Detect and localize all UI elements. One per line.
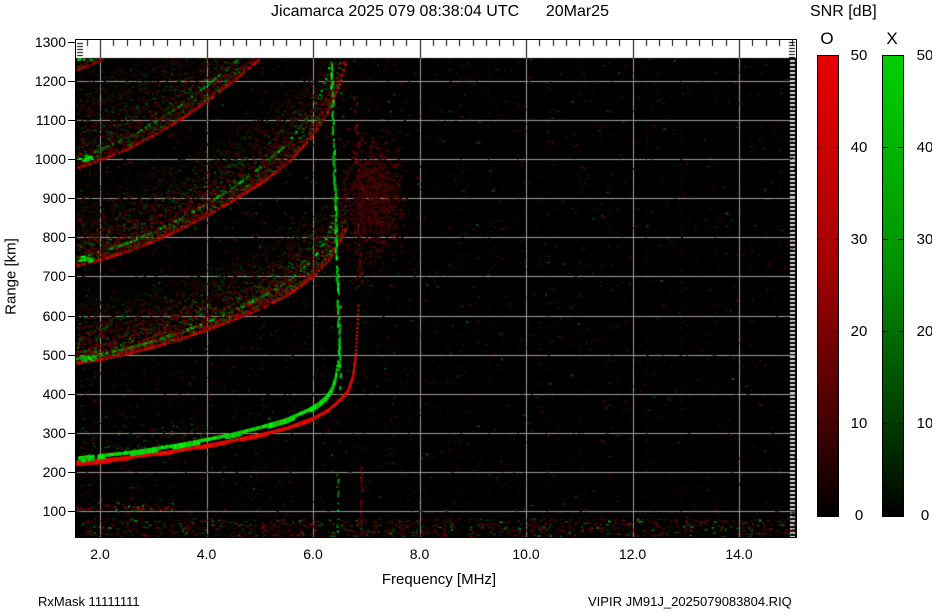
colorbar-tick-dash bbox=[883, 331, 888, 332]
colorbar-tick-dash bbox=[833, 423, 838, 424]
y-tick-label: 1000 bbox=[34, 151, 66, 168]
title-date: 20Mar25 bbox=[545, 3, 609, 20]
y-tick-mark bbox=[68, 276, 76, 278]
plot-title: Jicamarca 2025 079 08:38:04 UTC 20Mar25 bbox=[120, 3, 760, 21]
x-mode-colorbar bbox=[882, 55, 904, 517]
y-tick-label: 600 bbox=[42, 307, 66, 324]
colorbar-tick-dash bbox=[898, 331, 903, 332]
colorbar-tick-dash bbox=[818, 331, 823, 332]
source-file-text: VIPIR JM91J_2025079083804.RIQ bbox=[588, 594, 792, 609]
y-tick-label: 1200 bbox=[34, 72, 66, 89]
y-tick-label: 200 bbox=[42, 463, 66, 480]
y-tick-label: 500 bbox=[42, 346, 66, 363]
o-colorbar-tick-label: 20 bbox=[850, 323, 868, 340]
colorbar-tick-dash bbox=[898, 239, 903, 240]
o-mode-colorbar bbox=[817, 55, 839, 517]
rxmask-text: RxMask 11111111 bbox=[38, 594, 140, 609]
x-tick-label: 6.0 bbox=[303, 546, 323, 562]
y-tick-label: 1100 bbox=[35, 112, 66, 128]
x-mode-label: X bbox=[886, 29, 898, 48]
y-tick-mark bbox=[68, 354, 76, 356]
colorbar-tick-dash bbox=[883, 147, 888, 148]
y-tick-mark bbox=[68, 198, 76, 200]
o-colorbar-tick-label: 10 bbox=[850, 415, 868, 432]
y-tick-mark bbox=[68, 432, 76, 434]
o-colorbar-tick-label: 30 bbox=[850, 231, 868, 248]
y-tick-mark bbox=[68, 511, 76, 512]
x-axis-title: Frequency [MHz] bbox=[381, 571, 497, 588]
y-tick-mark bbox=[68, 393, 76, 395]
colorbar-tick-dash bbox=[818, 239, 823, 240]
x-colorbar-tick-label: 10 bbox=[916, 415, 932, 432]
y-tick-label: 300 bbox=[42, 424, 66, 441]
y-tick-mark bbox=[68, 80, 76, 82]
colorbar-tick-dash bbox=[883, 239, 888, 240]
colorbar-tick-dash bbox=[833, 331, 838, 332]
y-tick-mark bbox=[68, 159, 76, 161]
x-tick-label: 12.0 bbox=[618, 546, 647, 562]
y-tick-label: 800 bbox=[42, 229, 66, 246]
y-tick-mark bbox=[68, 41, 76, 43]
title-datetime: Jicamarca 2025 079 08:38:04 UTC bbox=[271, 3, 520, 20]
y-tick-label: 700 bbox=[42, 268, 66, 285]
y-tick-mark bbox=[68, 471, 76, 473]
colorbar-tick-dash bbox=[883, 423, 888, 424]
o-colorbar-tick-label: 0 bbox=[854, 507, 864, 524]
colorbar-tick-dash bbox=[898, 423, 903, 424]
y-tick-label: 100 bbox=[42, 503, 66, 519]
colorbar-tick-dash bbox=[898, 147, 903, 148]
y-tick-label: 900 bbox=[42, 190, 66, 207]
x-tick-label: 4.0 bbox=[196, 546, 217, 562]
y-tick-label: 400 bbox=[42, 385, 66, 402]
y-tick-mark bbox=[68, 120, 76, 121]
x-colorbar-tick-label: 20 bbox=[916, 323, 932, 340]
ionogram-canvas bbox=[76, 40, 796, 537]
x-tick-label: 8.0 bbox=[409, 546, 430, 562]
x-colorbar-tick-label: 40 bbox=[916, 139, 932, 156]
y-tick-label: 1300 bbox=[34, 33, 66, 50]
x-tick-label: 14.0 bbox=[725, 546, 753, 562]
x-colorbar-tick-label: 30 bbox=[916, 231, 932, 248]
x-tick-label: 10.0 bbox=[512, 546, 540, 562]
colorbar-tick-dash bbox=[833, 147, 838, 148]
colorbar-tick-dash bbox=[818, 147, 823, 148]
x-tick-label: 2.0 bbox=[90, 546, 110, 562]
o-colorbar-tick-label: 50 bbox=[850, 47, 868, 64]
colorbar-title: SNR [dB] bbox=[810, 3, 877, 20]
title-spacer bbox=[519, 3, 546, 20]
o-mode-label: O bbox=[820, 29, 834, 48]
o-colorbar-tick-label: 40 bbox=[850, 139, 868, 156]
plot-frame bbox=[75, 39, 797, 538]
y-tick-mark bbox=[68, 315, 76, 317]
y-tick-mark bbox=[68, 237, 76, 239]
colorbar-tick-dash bbox=[833, 239, 838, 240]
colorbar-tick-dash bbox=[818, 423, 823, 424]
x-colorbar-tick-label: 0 bbox=[920, 507, 930, 524]
x-colorbar-tick-label: 50 bbox=[916, 47, 932, 64]
